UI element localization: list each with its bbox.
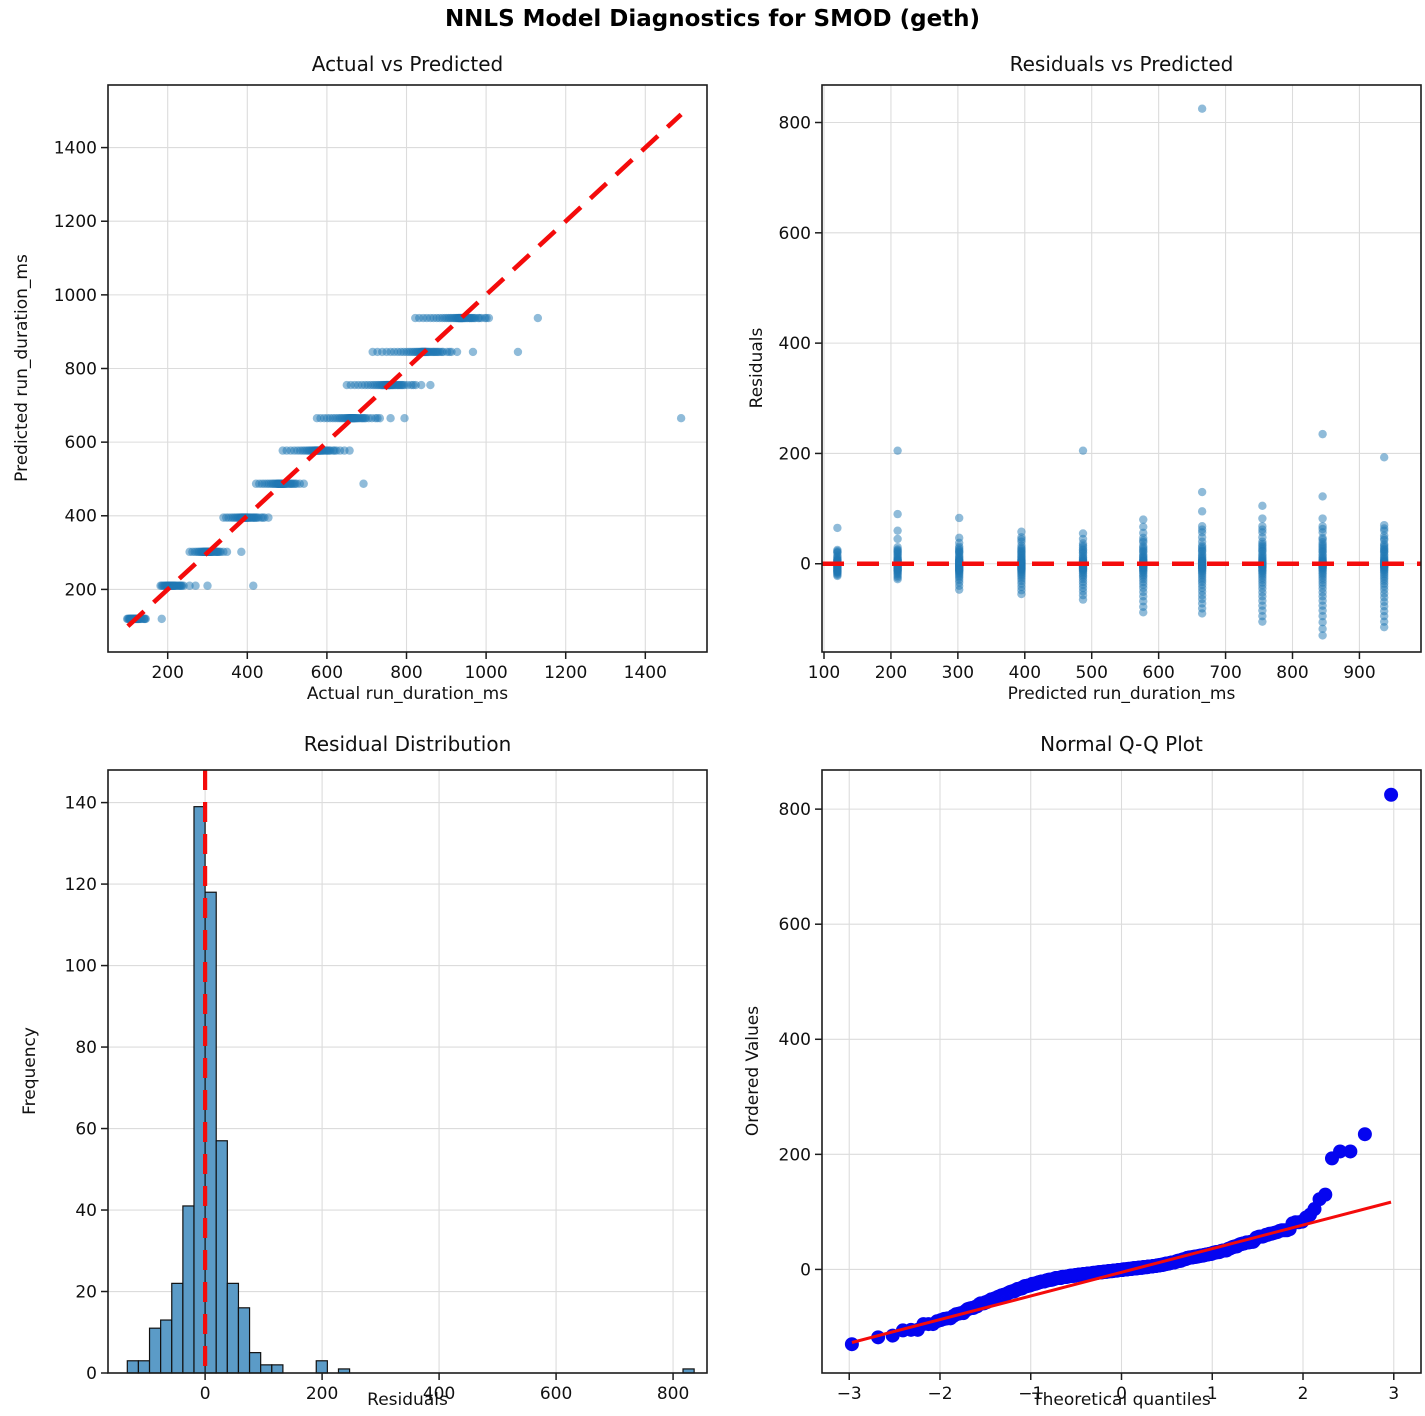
svg-text:3: 3 <box>1388 1384 1399 1404</box>
svg-text:200: 200 <box>779 1145 811 1165</box>
xlabel-residuals-vs-predicted: Predicted run_duration_ms <box>1007 684 1236 704</box>
ylabel-residuals-vs-predicted: Residuals <box>747 327 767 409</box>
actual-vs-predicted-identity-line <box>126 112 683 628</box>
residual-distribution-spines <box>107 769 708 1374</box>
ylabel-normal-qq: Ordered Values <box>743 1005 763 1137</box>
normal-qq-fit-line <box>851 1200 1392 1344</box>
residuals-vs-predicted-points <box>833 104 1389 640</box>
svg-text:800: 800 <box>657 1384 689 1404</box>
svg-text:400: 400 <box>779 334 811 354</box>
panel-title-normal-qq: Normal Q-Q Plot <box>1040 732 1203 756</box>
residuals-vs-predicted-grid <box>822 85 1421 652</box>
actual-vs-predicted-points <box>122 313 686 624</box>
svg-text:−3: −3 <box>837 1384 862 1404</box>
residual-distribution-ticks: 0 200 400 600 800 0 20 40 60 80 100 120 140 <box>65 794 690 1404</box>
svg-text:200: 200 <box>779 444 811 464</box>
panel-title-residual-distribution: Residual Distribution <box>303 732 512 756</box>
xlabel-normal-qq: Theoretical quantiles <box>1032 1390 1211 1410</box>
svg-text:400: 400 <box>231 663 263 683</box>
svg-text:1400: 1400 <box>624 663 667 683</box>
svg-text:0: 0 <box>86 1364 97 1384</box>
svg-text:600: 600 <box>779 224 811 244</box>
svg-text:600: 600 <box>311 663 343 683</box>
svg-text:600: 600 <box>540 1384 572 1404</box>
svg-text:20: 20 <box>75 1282 97 1302</box>
svg-text:200: 200 <box>306 1384 338 1404</box>
svg-text:60: 60 <box>75 1119 97 1139</box>
svg-text:800: 800 <box>779 113 811 133</box>
svg-text:600: 600 <box>779 915 811 935</box>
svg-text:1000: 1000 <box>54 286 97 306</box>
svg-text:200: 200 <box>151 663 183 683</box>
svg-text:0: 0 <box>800 555 811 575</box>
svg-text:400: 400 <box>65 507 97 527</box>
svg-text:200: 200 <box>875 663 907 683</box>
svg-text:100: 100 <box>808 663 840 683</box>
ylabel-actual-vs-predicted: Predicted run_duration_ms <box>12 254 32 482</box>
svg-text:800: 800 <box>390 663 422 683</box>
svg-text:140: 140 <box>65 794 97 814</box>
svg-text:−2: −2 <box>927 1384 952 1404</box>
svg-text:100: 100 <box>65 957 97 977</box>
svg-text:0: 0 <box>800 1260 811 1280</box>
panel-title-residuals-vs-predicted: Residuals vs Predicted <box>1009 52 1234 76</box>
svg-text:400: 400 <box>779 1030 811 1050</box>
svg-text:120: 120 <box>65 875 97 895</box>
svg-text:80: 80 <box>75 1038 97 1058</box>
actual-vs-predicted-grid <box>108 85 707 652</box>
svg-text:800: 800 <box>779 800 811 820</box>
svg-text:0: 0 <box>200 1384 211 1404</box>
residual-distribution-bars <box>126 806 695 1374</box>
svg-text:−1: −1 <box>1018 1384 1043 1404</box>
svg-text:0: 0 <box>1116 1384 1127 1404</box>
svg-text:1: 1 <box>1207 1384 1218 1404</box>
svg-text:600: 600 <box>1142 663 1174 683</box>
normal-qq-grid <box>822 770 1421 1373</box>
svg-text:500: 500 <box>1075 663 1107 683</box>
xlabel-residual-distribution: Residuals <box>367 1390 448 1410</box>
svg-text:800: 800 <box>65 359 97 379</box>
actual-vs-predicted-ticks: 200 400 600 800 1000 1200 1400 200 400 600 800 1000… <box>54 139 667 683</box>
svg-text:600: 600 <box>65 433 97 453</box>
svg-text:300: 300 <box>942 663 974 683</box>
ylabel-residual-distribution: Frequency <box>20 1027 40 1115</box>
figure-title: NNLS Model Diagnostics for SMOD (geth) <box>444 6 981 32</box>
residuals-vs-predicted-spines <box>821 84 1422 653</box>
svg-text:1400: 1400 <box>54 139 97 159</box>
svg-text:200: 200 <box>65 580 97 600</box>
svg-text:800: 800 <box>1276 663 1308 683</box>
svg-text:400: 400 <box>423 1384 455 1404</box>
xlabel-actual-vs-predicted: Actual run_duration_ms <box>306 684 509 704</box>
residuals-vs-predicted-ticks: 100 200 300 400 500 600 700 800 900 0 200 400 600 800 <box>779 113 1376 683</box>
svg-text:40: 40 <box>75 1201 97 1221</box>
svg-text:700: 700 <box>1209 663 1241 683</box>
svg-text:1000: 1000 <box>464 663 507 683</box>
svg-text:900: 900 <box>1343 663 1375 683</box>
svg-text:1200: 1200 <box>544 663 587 683</box>
svg-text:400: 400 <box>1009 663 1041 683</box>
svg-text:2: 2 <box>1298 1384 1309 1404</box>
svg-text:1200: 1200 <box>54 212 97 232</box>
normal-qq-ticks: −3 −2 −1 0 1 2 3 0 200 400 600 800 <box>779 800 1400 1404</box>
panel-title-actual-vs-predicted: Actual vs Predicted <box>311 52 504 76</box>
